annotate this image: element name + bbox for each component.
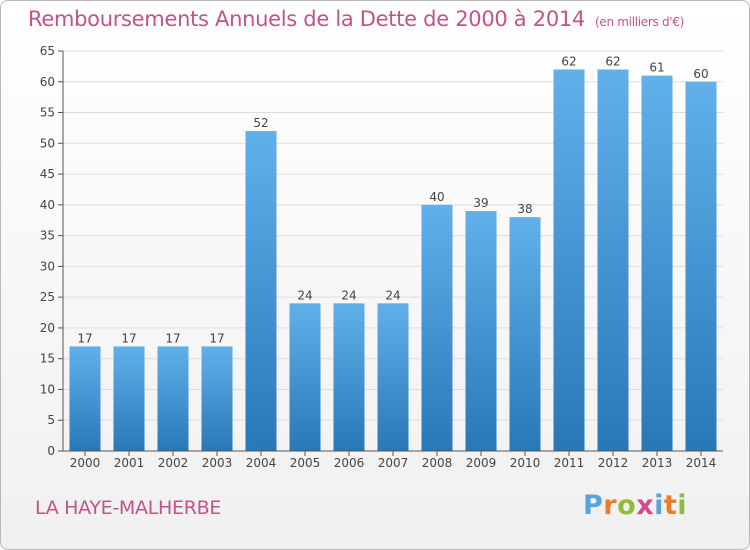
bar: [465, 211, 497, 451]
x-tick-label: 2010: [510, 456, 541, 470]
logo-letter: i: [654, 490, 664, 521]
data-label: 17: [77, 331, 92, 345]
y-tick-label: 30: [40, 259, 55, 273]
proxiti-logo: Proxiti: [583, 490, 687, 521]
labels: 0 5 10 15 20 25 30 35 40 45 50 55 60 65 17 2000 17 2001 17…: [40, 44, 717, 470]
chart-title-text: Remboursements Annuels de la Dette de 20…: [28, 7, 585, 31]
data-label: 60: [693, 67, 708, 81]
bar: [641, 75, 673, 451]
data-label: 38: [517, 202, 532, 216]
x-tick-label: 2001: [114, 456, 145, 470]
data-label: 17: [209, 331, 224, 345]
bar: [289, 303, 321, 451]
logo-letter: t: [663, 490, 678, 521]
y-tick-label: 0: [47, 444, 55, 458]
bar: [685, 81, 717, 452]
y-tick-label: 35: [40, 229, 55, 243]
bar: [201, 346, 233, 451]
commune-name: LA HAYE-MALHERBE: [35, 497, 222, 519]
x-tick-label: 2000: [70, 456, 101, 470]
bar: [245, 131, 277, 451]
data-label: 24: [297, 288, 312, 302]
x-tick-label: 2002: [158, 456, 189, 470]
y-tick-label: 60: [40, 75, 55, 89]
bar: [421, 204, 453, 451]
x-tick-label: 2008: [422, 456, 453, 470]
bar: [69, 346, 101, 451]
logo-letter: i: [677, 490, 688, 521]
logo-letter: x: [636, 490, 655, 521]
x-tick-label: 2003: [202, 456, 233, 470]
logo-letter: r: [603, 490, 618, 521]
data-label: 61: [649, 61, 664, 75]
x-tick-label: 2004: [246, 456, 277, 470]
data-label: 39: [473, 196, 488, 210]
bar: [377, 303, 409, 451]
data-label: 52: [253, 116, 268, 130]
x-tick-label: 2007: [378, 456, 409, 470]
y-tick-label: 15: [40, 352, 55, 366]
bar: [333, 303, 365, 451]
data-label: 62: [605, 54, 620, 68]
y-tick-label: 10: [40, 382, 55, 396]
y-tick-label: 45: [40, 167, 55, 181]
data-label: 40: [429, 190, 444, 204]
x-tick-label: 2013: [642, 456, 673, 470]
bars: [69, 69, 717, 452]
y-tick-label: 5: [47, 413, 55, 427]
y-tick-label: 25: [40, 290, 55, 304]
bar: [113, 346, 145, 451]
y-tick-label: 20: [40, 321, 55, 335]
x-tick-label: 2014: [686, 456, 717, 470]
axes: [58, 50, 723, 456]
data-label: 17: [121, 331, 136, 345]
x-tick-label: 2011: [554, 456, 585, 470]
logo-letter: o: [617, 490, 637, 521]
x-tick-label: 2005: [290, 456, 321, 470]
data-label: 24: [341, 288, 356, 302]
x-tick-label: 2009: [466, 456, 497, 470]
y-tick-label: 50: [40, 136, 55, 150]
x-tick-label: 2006: [334, 456, 365, 470]
logo-letter: P: [583, 490, 604, 521]
data-label: 24: [385, 288, 400, 302]
bar: [157, 346, 189, 451]
y-tick-label: 65: [40, 44, 55, 58]
chart-title: Remboursements Annuels de la Dette de 20…: [28, 7, 684, 31]
bar: [509, 217, 541, 451]
data-label: 62: [561, 54, 576, 68]
bar: [553, 69, 585, 451]
chart-unit-label: (en milliers d'€): [595, 15, 685, 29]
bar: [597, 69, 629, 451]
data-label: 17: [165, 331, 180, 345]
y-tick-label: 40: [40, 198, 55, 212]
x-tick-label: 2012: [598, 456, 629, 470]
y-tick-label: 55: [40, 106, 55, 120]
